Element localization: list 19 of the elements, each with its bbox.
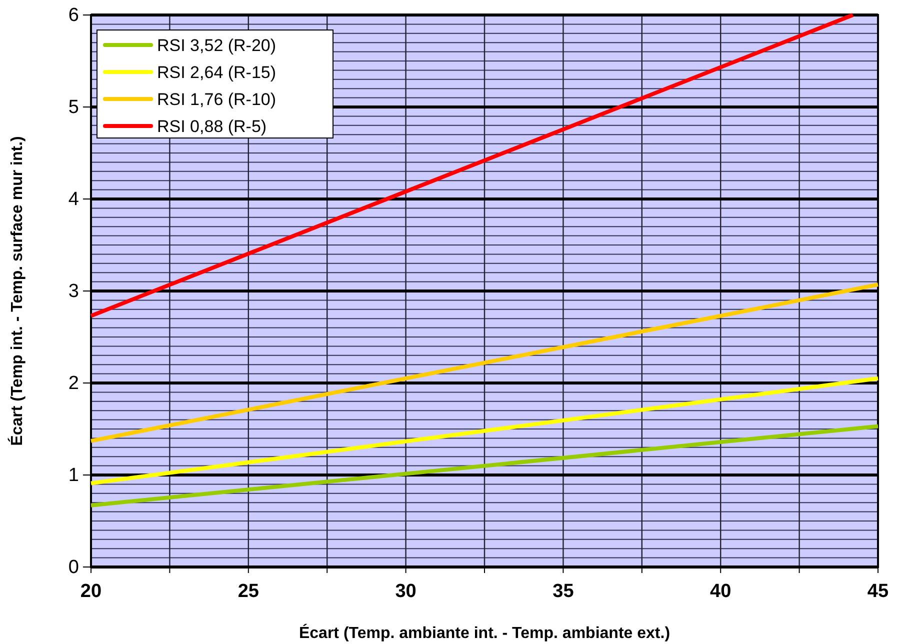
legend-label: RSI 3,52 (R-20): [157, 36, 276, 55]
y-tick-label: 2: [68, 373, 79, 394]
legend-label: RSI 2,64 (R-15): [157, 63, 276, 82]
legend-label: RSI 1,76 (R-10): [157, 90, 276, 109]
x-tick-label: 45: [867, 581, 889, 602]
x-tick-label: 35: [552, 581, 574, 602]
x-tick-label: 30: [395, 581, 416, 602]
y-tick-label: 3: [68, 281, 79, 302]
y-tick-label: 0: [68, 557, 79, 578]
y-tick-label: 5: [68, 97, 79, 118]
y-tick-label: 6: [68, 5, 79, 26]
x-tick-label: 40: [710, 581, 732, 602]
y-tick-label: 4: [68, 189, 80, 210]
legend-label: RSI 0,88 (R-5): [157, 117, 267, 136]
y-tick-label: 1: [68, 465, 79, 486]
x-tick-label: 25: [238, 581, 260, 602]
x-axis-title: Écart (Temp. ambiante int. - Temp. ambiante ext.): [298, 623, 670, 642]
y-axis-title: Écart (Temp int. - Temp. surface mur int.): [7, 136, 26, 446]
x-tick-label: 20: [80, 581, 102, 602]
